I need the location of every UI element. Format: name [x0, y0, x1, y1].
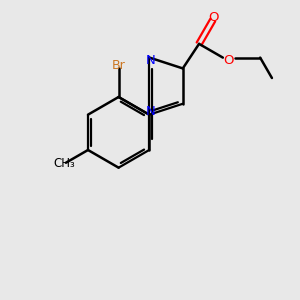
Text: O: O: [224, 54, 234, 67]
Text: CH₃: CH₃: [53, 157, 75, 170]
Text: N: N: [145, 54, 155, 67]
Text: O: O: [208, 11, 219, 24]
Text: N: N: [145, 105, 155, 118]
Text: Br: Br: [112, 59, 125, 72]
